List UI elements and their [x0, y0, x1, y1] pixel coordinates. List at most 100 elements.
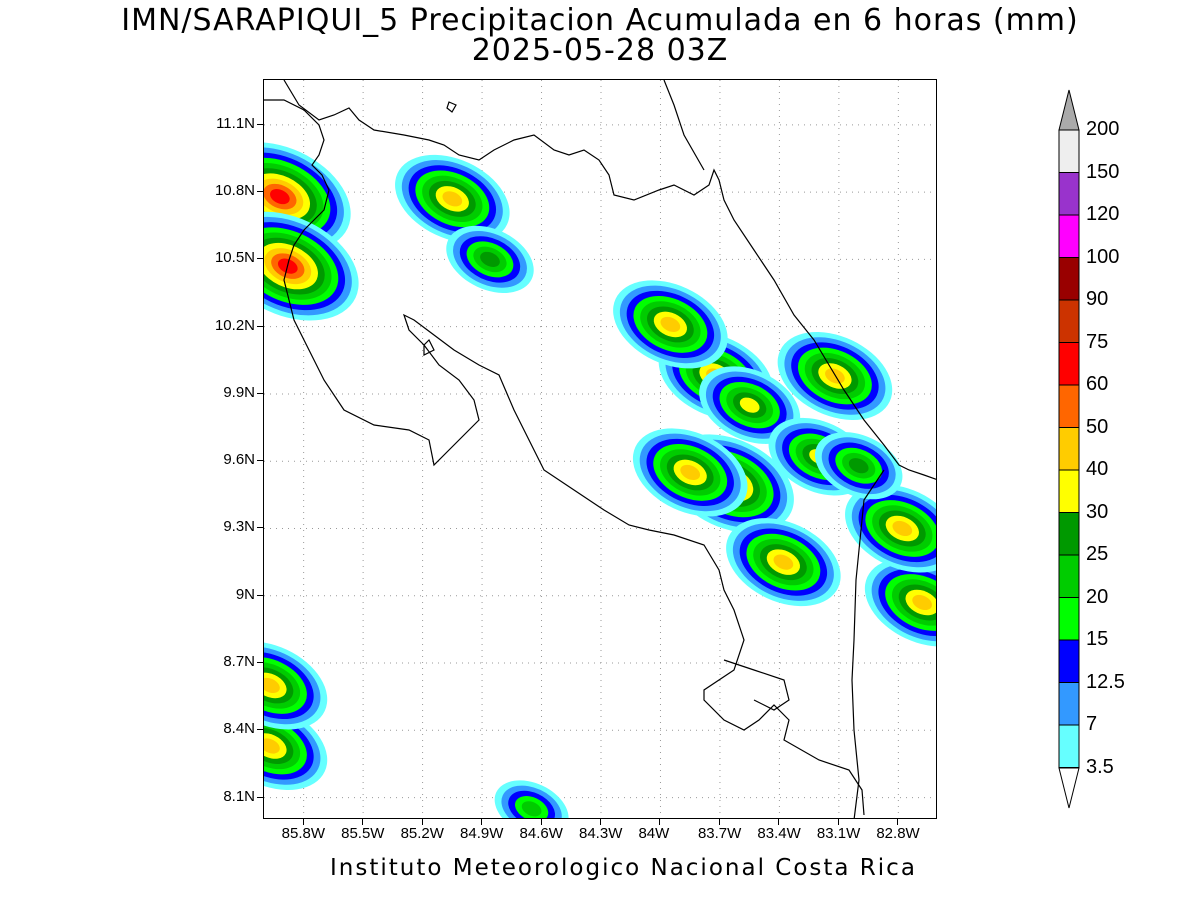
colorbar-label: 150 — [1086, 160, 1120, 183]
colorbar-swatch — [1058, 257, 1080, 301]
colorbar-label: 120 — [1086, 203, 1120, 225]
lon-tick — [778, 819, 780, 825]
precip-contour — [264, 738, 280, 754]
lon-tick — [897, 819, 899, 825]
lat-tick-label: 10.2N — [214, 316, 255, 334]
lon-tick-label: 85.5W — [341, 825, 385, 842]
lat-tick — [257, 662, 263, 664]
lon-tick-label: 83.1W — [816, 825, 861, 842]
lat-tick-label: 9N — [235, 585, 255, 603]
lat-tick — [257, 325, 263, 327]
lat-tick — [257, 796, 263, 798]
colorbar-swatch — [1058, 214, 1080, 258]
precip-cell — [264, 142, 351, 252]
lon-tick-label: 85.2W — [400, 825, 444, 842]
precip-contour — [264, 677, 280, 694]
colorbar-swatch — [1058, 512, 1080, 556]
colorbar-label: 15 — [1086, 628, 1109, 650]
lon-tick — [600, 819, 601, 825]
precipitation-map — [264, 80, 936, 818]
colorbar-label: 12.5 — [1086, 670, 1125, 693]
precip-cell — [494, 780, 569, 818]
precip-contour — [892, 520, 913, 537]
precip-contour — [660, 316, 681, 332]
lat-tick-label: 9.3N — [223, 518, 255, 536]
precip-cell — [446, 225, 534, 293]
map-subtitle: 2025-05-28 03Z — [471, 33, 729, 68]
lon-tick — [481, 819, 483, 825]
colorbar-swatch — [1058, 427, 1080, 471]
precip-contour — [848, 458, 869, 474]
colorbar: 3.5 7 12.5 15 20 25 30 40 50 60 75 90 100 120 150 200 — [1058, 88, 1125, 814]
precip-contour — [773, 554, 794, 570]
precip-cell — [699, 366, 801, 444]
colorbar-label: 200 — [1086, 118, 1120, 140]
colorbar-swatch — [1058, 724, 1080, 768]
colorbar-swatch — [1058, 129, 1080, 173]
colorbar-label: 100 — [1086, 245, 1120, 268]
lon-tick — [837, 819, 839, 825]
lat-tick-label: 10.8N — [214, 182, 255, 200]
precip-cell — [845, 484, 936, 573]
precip-contour — [912, 594, 932, 611]
lat-tick — [257, 258, 263, 260]
colorbar-label: 20 — [1086, 585, 1109, 608]
precip-contour — [480, 251, 500, 267]
precip-cell — [632, 428, 748, 517]
lon-tick — [718, 819, 720, 825]
lat-tick — [257, 123, 263, 125]
lon-tick-label: 84.6W — [519, 825, 563, 842]
lat-tick-label: 11.1N — [216, 114, 255, 132]
lon-tick — [421, 819, 423, 825]
lat-tick-label: 8.7N — [223, 653, 255, 671]
lon-tick-label: 84.9W — [460, 825, 504, 842]
colorbar-graphic — [1058, 89, 1080, 809]
lon-tick — [362, 819, 364, 825]
colorbar-swatch — [1058, 342, 1080, 386]
lat-tick — [257, 392, 263, 394]
lon-tick-label: 85.8W — [281, 825, 325, 842]
lat-tick — [257, 191, 263, 193]
lon-tick — [540, 819, 542, 825]
map-panel — [263, 79, 937, 819]
precip-cell — [264, 641, 328, 730]
colorbar-label: 75 — [1086, 330, 1109, 353]
precip-contour — [680, 464, 701, 480]
lat-tick — [257, 729, 263, 731]
colorbar-label: 50 — [1086, 415, 1109, 438]
precip-cell — [726, 518, 841, 607]
precip-cell — [395, 154, 510, 243]
graticule — [264, 80, 936, 818]
colorbar-top-arrow — [1058, 89, 1080, 131]
colorbar-label: 3.5 — [1086, 755, 1114, 778]
colorbar-swatch — [1058, 172, 1080, 216]
colorbar-label: 40 — [1086, 458, 1109, 480]
colorbar-bottom-arrow — [1058, 767, 1080, 809]
precip-contour — [739, 397, 760, 413]
footer-credit: Instituto Meteorologico Nacional Costa R… — [330, 855, 917, 881]
colorbar-label: 90 — [1086, 288, 1109, 310]
lon-tick-label: 84W — [638, 825, 670, 842]
map-title: IMN/SARAPIQUI_5 Precipitacion Acumulada … — [121, 3, 1079, 38]
colorbar-swatch — [1058, 384, 1080, 428]
precip-contour — [270, 189, 290, 205]
precip-contour — [521, 801, 542, 817]
colorbar-label: 7 — [1086, 713, 1098, 735]
lat-tick-label: 10.5N — [214, 249, 255, 267]
coastline — [264, 80, 936, 818]
lon-tick-label: 83.7W — [697, 825, 742, 842]
colorbar-swatch — [1058, 597, 1080, 641]
lat-tick-label: 8.4N — [223, 720, 255, 738]
colorbar-label: 30 — [1086, 500, 1109, 523]
colorbar-swatch — [1058, 682, 1080, 726]
colorbar-swatch — [1058, 639, 1080, 683]
precip-cell — [864, 558, 936, 647]
lat-tick-label: 9.6N — [223, 451, 255, 469]
lon-tick — [302, 819, 304, 825]
lat-tick-label: 9.9N — [223, 383, 255, 401]
colorbar-label: 25 — [1086, 543, 1109, 565]
colorbar-label: 60 — [1086, 373, 1109, 395]
lat-tick — [257, 594, 263, 596]
precip-cell — [613, 280, 728, 369]
precip-cells — [264, 142, 936, 818]
